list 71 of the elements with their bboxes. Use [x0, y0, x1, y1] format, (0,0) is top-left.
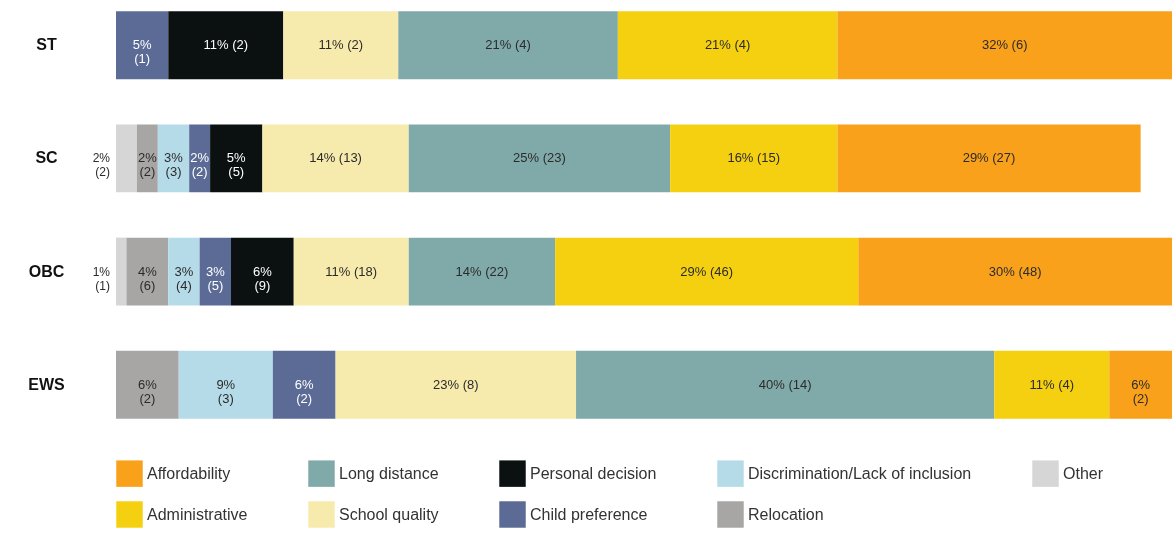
bar — [617, 11, 838, 80]
y-tick-label: ST — [36, 36, 57, 54]
legend-label: Personal decision — [530, 464, 657, 482]
bar — [116, 350, 179, 419]
bar — [293, 237, 409, 306]
data-label: 6% (2) — [294, 376, 315, 406]
data-label: 14% (22) — [455, 263, 509, 279]
bar — [994, 350, 1110, 419]
data-label: 29% (46) — [680, 263, 734, 279]
data-label: 40% (14) — [758, 376, 812, 392]
bar — [837, 11, 1172, 80]
data-label: 21% (4) — [485, 37, 531, 53]
bar — [272, 350, 336, 419]
data-label: 21% (4) — [704, 37, 751, 53]
data-label: 29% (27) — [962, 150, 1016, 166]
bar — [178, 350, 273, 419]
y-tick-label: EWS — [28, 375, 66, 393]
data-label: 6% (2) — [1131, 376, 1151, 406]
bar — [231, 237, 294, 306]
data-label: 5% (5) — [226, 150, 247, 180]
data-label: 30% (48) — [988, 263, 1042, 279]
data-label: 2% (2) — [137, 150, 158, 180]
data-label: 2% (2) — [190, 150, 210, 180]
data-label: 1% (1) — [92, 264, 111, 293]
data-label: 16% (15) — [727, 150, 781, 166]
data-label: 4% (6) — [137, 263, 158, 293]
bar — [168, 11, 284, 80]
legend-label: School quality — [339, 505, 439, 523]
data-label: 3% (4) — [174, 263, 194, 293]
data-label: 23% (8) — [433, 376, 479, 392]
legend-label: Relocation — [748, 505, 824, 523]
legend-label: Administrative — [147, 505, 248, 523]
data-label: 14% (13) — [309, 150, 362, 166]
data-label: 11% (2) — [203, 37, 249, 53]
data-label: 32% (6) — [981, 37, 1028, 53]
bar — [555, 237, 859, 306]
y-tick-label: SC — [35, 149, 59, 167]
data-label: 11% (2) — [318, 37, 364, 53]
legend-label: Child preference — [530, 505, 648, 523]
bar — [670, 124, 838, 193]
bar — [262, 124, 409, 193]
data-label: 2% (2) — [92, 151, 111, 180]
bar — [126, 237, 169, 306]
bar — [116, 237, 127, 306]
data-label: 9% (3) — [216, 376, 236, 406]
legend-label: Other — [1063, 464, 1104, 482]
bar — [116, 11, 169, 80]
bar — [398, 11, 618, 80]
data-label: 3% (5) — [205, 263, 226, 293]
legend-label: Long distance — [339, 464, 439, 482]
legend-label: Affordability — [147, 464, 231, 482]
bar — [1109, 350, 1172, 419]
bar — [283, 11, 399, 80]
bar — [116, 124, 137, 193]
bar — [408, 124, 671, 193]
data-label: 6% (9) — [252, 263, 273, 293]
data-label: 5% (1) — [132, 37, 152, 67]
bar — [408, 237, 556, 306]
bar — [858, 237, 1172, 306]
data-label: 3% (3) — [164, 150, 184, 180]
bar — [210, 124, 263, 193]
data-label: 11% (18) — [325, 263, 378, 279]
data-label: 25% (23) — [513, 150, 566, 166]
data-label: 6% (2) — [137, 376, 158, 406]
bar — [576, 350, 995, 419]
y-tick-label: OBC — [28, 262, 65, 280]
bar — [168, 237, 200, 306]
legend-label: Discrimination/Lack of inclusion — [748, 464, 972, 482]
bar — [837, 124, 1141, 193]
bar — [335, 350, 577, 419]
data-label: 11% (4) — [1029, 376, 1075, 392]
